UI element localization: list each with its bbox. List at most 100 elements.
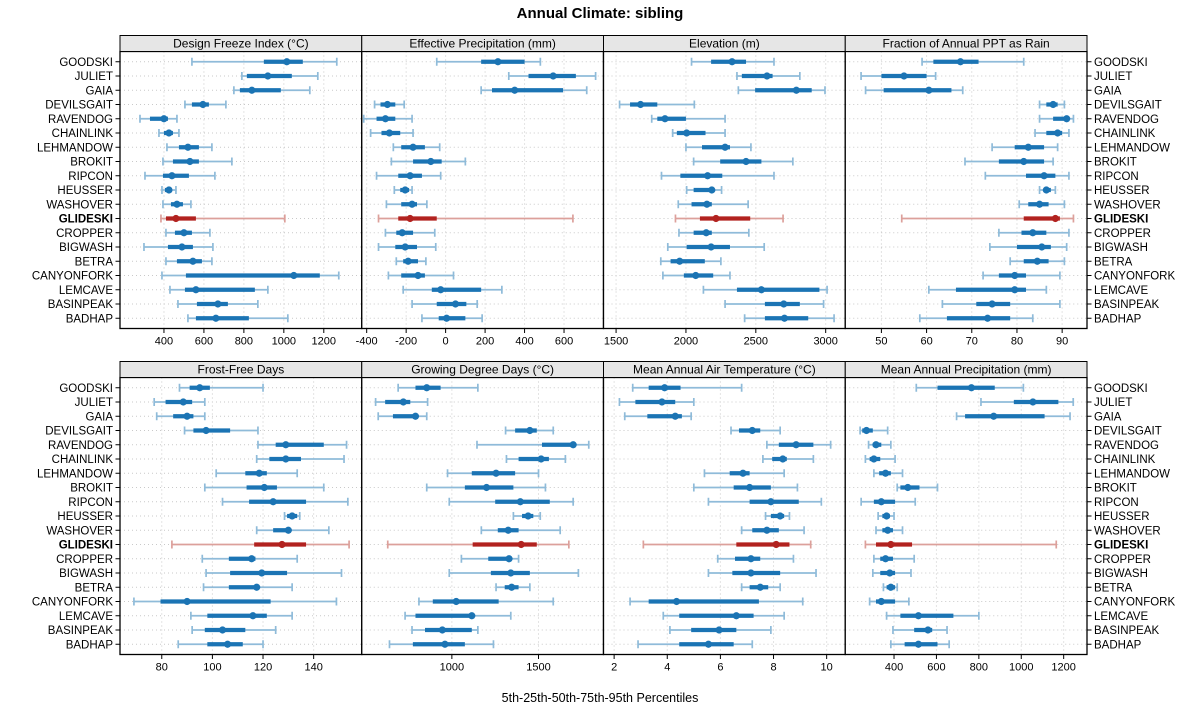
- site-label-right: CROPPER: [1094, 554, 1151, 566]
- panel-strip: [844, 361, 1088, 378]
- median-dot: [1063, 115, 1071, 123]
- median-dot: [517, 540, 525, 549]
- panel-elevation-m: 1500 2000 2500 3000 Elevation (m): [602, 35, 846, 348]
- median-dot: [967, 384, 976, 392]
- site-label-left: HEUSSER: [57, 185, 113, 197]
- median-dot: [1029, 229, 1037, 237]
- median-dot: [870, 455, 878, 463]
- panel-fraction-of-annual-ppt-as-rain: 50 60 70 80 90 Fraction of Annual PPT as Rain: [844, 35, 1088, 348]
- site-label-right: HEUSSER: [1094, 511, 1150, 523]
- site-label-right: GLIDESKI: [1094, 214, 1148, 226]
- median-dot: [1011, 286, 1019, 294]
- site-label-right: LEHMANDOW: [1094, 142, 1170, 154]
- median-dot: [264, 72, 272, 80]
- x-tick-label: 800: [235, 336, 253, 348]
- site-label-left: LEMCAVE: [59, 285, 113, 297]
- median-dot: [172, 214, 180, 223]
- median-dot: [780, 300, 788, 308]
- median-dot: [692, 271, 700, 280]
- site-label-left: WASHOVER: [46, 199, 113, 211]
- median-dot: [253, 583, 261, 591]
- site-label-right: CANYONFORK: [1094, 271, 1175, 283]
- x-tick-label: 70: [966, 336, 978, 348]
- median-dot: [411, 412, 420, 420]
- site-label-left: CHAINLINK: [52, 454, 114, 466]
- median-dot: [661, 384, 669, 392]
- median-dot: [672, 597, 681, 606]
- median-dot: [385, 129, 393, 137]
- panel-strip-title: Mean Annual Precipitation (mm): [881, 363, 1052, 377]
- median-dot: [494, 58, 502, 66]
- site-label-right: JULIET: [1094, 397, 1132, 409]
- site-label-left: BETRA: [75, 582, 114, 594]
- median-dot: [406, 214, 414, 223]
- median-dot: [511, 86, 519, 94]
- x-tick-label: 1000: [272, 336, 296, 348]
- median-dot: [260, 483, 268, 492]
- x-tick-label: 2000: [674, 336, 698, 348]
- x-tick-label: 10: [821, 662, 833, 674]
- median-dot: [703, 200, 711, 208]
- x-tick-label: 2: [611, 662, 617, 674]
- median-dot: [179, 398, 187, 406]
- median-dot: [249, 612, 257, 620]
- panel-strip-title: Effective Precipitation (mm): [409, 37, 556, 51]
- median-dot: [492, 469, 500, 477]
- panel-mean-annual-air-temperature-c: 2 4 6 8 10 Mean Annual Air Temperature (°C): [602, 361, 846, 674]
- median-dot: [414, 271, 422, 280]
- median-dot: [763, 526, 771, 534]
- median-dot: [282, 455, 290, 463]
- median-dot: [168, 172, 176, 180]
- site-label-right: WASHOVER: [1094, 199, 1161, 211]
- median-dot: [757, 286, 766, 294]
- site-label-right: GOODSKI: [1094, 383, 1148, 395]
- site-label-right: DEVILSGAIT: [1094, 100, 1162, 112]
- site-label-right: JULIET: [1094, 71, 1132, 83]
- median-dot: [288, 512, 296, 520]
- median-dot: [739, 469, 747, 477]
- median-dot: [712, 214, 720, 223]
- x-tick-label: 800: [970, 662, 988, 674]
- median-dot: [180, 229, 188, 237]
- panel-strip-title: Frost-Free Days: [198, 363, 285, 377]
- median-dot: [165, 186, 173, 194]
- median-dot: [178, 243, 186, 251]
- panel-frost-free-days: 80 100 120 140 Frost-Free Days: [119, 361, 363, 674]
- site-label-right: RAVENDOG: [1094, 114, 1159, 126]
- median-dot: [914, 640, 923, 648]
- x-tick-label: 80: [156, 662, 168, 674]
- site-label-right: LEHMANDOW: [1094, 468, 1170, 480]
- site-label-left: GAIA: [86, 411, 114, 423]
- panel-growing-degree-days-c: 1000 1500 Growing Degree Days (°C): [361, 361, 605, 674]
- median-dot: [1033, 257, 1041, 265]
- median-dot: [248, 555, 256, 563]
- site-label-left: RAVENDOG: [48, 440, 113, 452]
- median-dot: [537, 455, 545, 463]
- median-dot: [258, 569, 266, 577]
- median-dot: [223, 640, 232, 648]
- site-label-right: BROKIT: [1094, 483, 1137, 495]
- median-dot: [792, 441, 800, 449]
- panel-mean-annual-precipitation-mm: 400 600 800 1000 1200 Mean Annual Precipitati…: [844, 361, 1088, 674]
- median-dot: [877, 597, 885, 606]
- x-tick-label: 140: [304, 662, 322, 674]
- x-tick-label: 1200: [1051, 662, 1075, 674]
- site-label-right: CHAINLINK: [1094, 128, 1156, 140]
- site-label-right: DEVILSGAIT: [1094, 426, 1162, 438]
- site-label-right: RAVENDOG: [1094, 440, 1159, 452]
- median-dot: [881, 555, 890, 563]
- median-dot: [776, 512, 784, 520]
- median-dot: [278, 540, 286, 549]
- median-dot: [381, 115, 390, 123]
- site-label-left: BIGWASH: [59, 568, 113, 580]
- median-dot: [914, 612, 923, 620]
- x-tick-label: -400: [356, 336, 378, 348]
- x-tick-label: 1000: [1009, 662, 1033, 674]
- site-label-right: BASINPEAK: [1094, 625, 1160, 637]
- median-dot: [283, 58, 291, 66]
- median-dot: [401, 243, 409, 251]
- median-dot: [924, 626, 932, 634]
- site-label-left: BIGWASH: [59, 242, 113, 254]
- x-tick-label: 600: [195, 336, 213, 348]
- median-dot: [746, 483, 754, 492]
